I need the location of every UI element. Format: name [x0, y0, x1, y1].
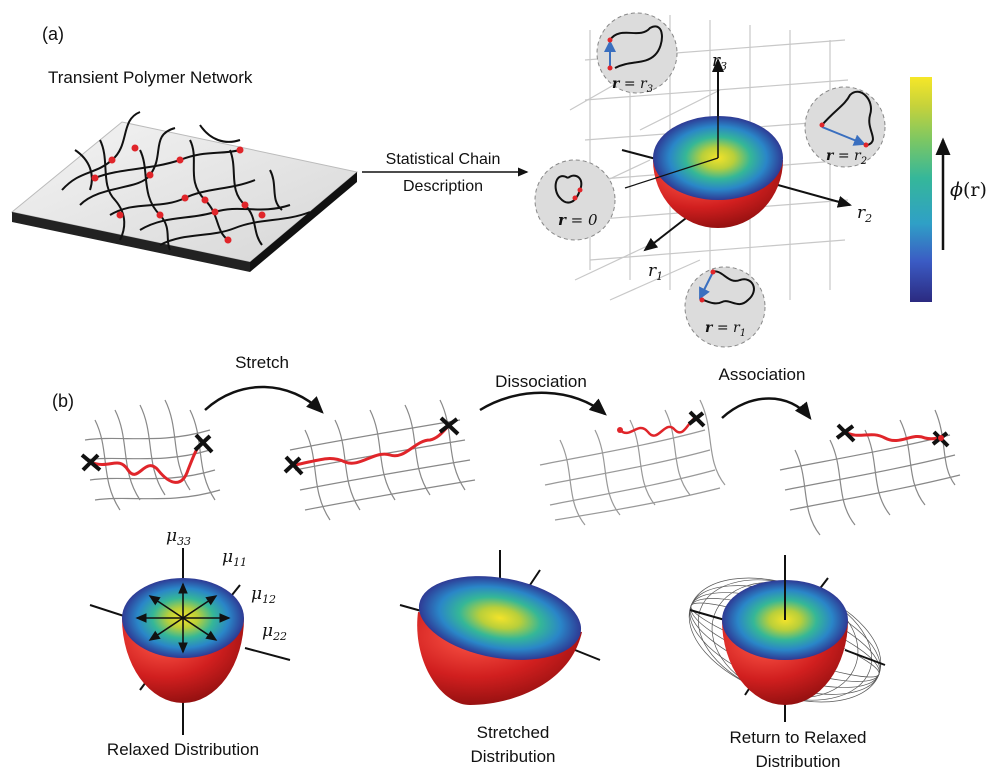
mu22-label: μ22 [262, 621, 287, 643]
return-relaxed-sphere [688, 555, 886, 722]
dissociation-arrow [479, 391, 607, 416]
colorbar [910, 77, 932, 302]
mu11-label: μ11 [222, 547, 247, 569]
mu33-label: μ33 [166, 526, 191, 548]
callout-r-zero-text: r = 0 [558, 211, 598, 229]
arrow-label-line2: Description [403, 178, 483, 195]
caption-stretched-line1: Stretched [477, 723, 550, 742]
callout-r-r3: r = r3 [596, 12, 678, 95]
callout-r-r1-text: r = r1 [705, 320, 746, 339]
stretch-arrow [204, 385, 324, 414]
stretched-distribution-ellipsoid [399, 550, 601, 705]
callout-r-r1: r = r1 [684, 266, 766, 348]
r1-axis [643, 214, 691, 252]
r1-axis-label: r1 [648, 261, 663, 283]
mesh-associated [779, 409, 961, 536]
colorbar-label: ϕ(r) [950, 179, 987, 201]
relaxed-distribution-sphere [89, 548, 291, 735]
callout-r-r2: r = r2 [804, 86, 886, 168]
caption-relaxed: Relaxed Distribution [107, 740, 259, 759]
caption-return-line2: Distribution [755, 752, 840, 771]
caption-stretched-line2: Distribution [470, 747, 555, 766]
mesh-stretched [283, 399, 476, 521]
step-label-dissociation: Dissociation [495, 372, 587, 391]
panel-a-label: (a) [42, 24, 64, 44]
caption-return-line1: Return to Relaxed [729, 728, 866, 747]
callout-r-r2-text: r = r2 [826, 148, 867, 167]
step-label-association: Association [719, 365, 806, 384]
mu12-label: μ12 [251, 584, 276, 606]
panel-b-label: (b) [52, 391, 74, 411]
step-label-stretch: Stretch [235, 353, 289, 372]
network-title: Transient Polymer Network [48, 68, 253, 87]
polymer-network-illustration [10, 111, 359, 272]
callout-r-r3-text: r = r3 [612, 76, 653, 95]
mesh-relaxed [80, 399, 221, 511]
mesh-dissociated [539, 399, 726, 526]
arrow-label-line1: Statistical Chain [386, 151, 501, 168]
r2-axis-label: r2 [857, 203, 872, 225]
r3-axis-label: r3 [712, 51, 727, 73]
association-arrow [721, 397, 812, 420]
callout-r-zero: r = 0 [534, 159, 616, 241]
